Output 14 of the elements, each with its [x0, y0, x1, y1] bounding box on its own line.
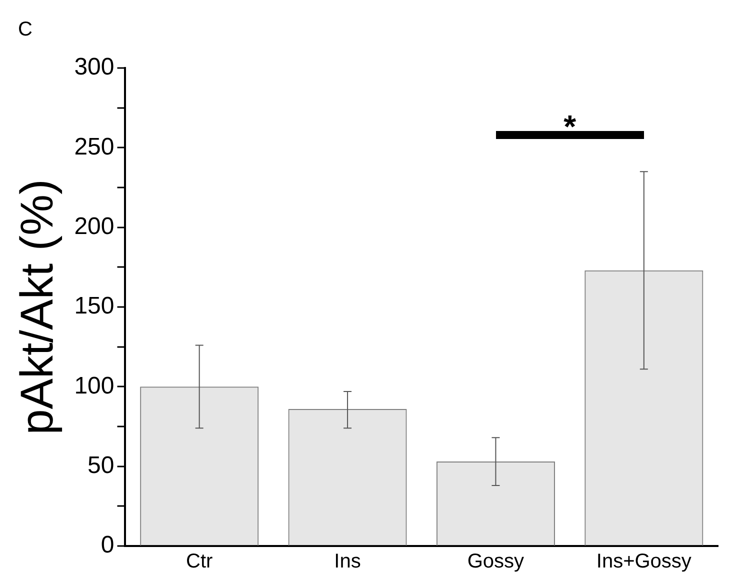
- text: C: [18, 18, 32, 41]
- y-axis-title: pAkt/Akt (%): [10, 179, 62, 435]
- x-tick-label: Ctr: [186, 550, 213, 573]
- y-tick-label: 150: [74, 292, 114, 320]
- y-tick-label: 300: [74, 54, 114, 81]
- y-tick-label: 200: [74, 212, 114, 240]
- y-tick-label: 50: [88, 452, 114, 479]
- x-tick-label: Ins+Gossy: [596, 550, 692, 573]
- y-tick-label: 250: [74, 133, 114, 160]
- y-tick-label: 0: [100, 532, 114, 559]
- annotation: *: [564, 108, 577, 145]
- x-tick-label: Gossy: [467, 550, 524, 573]
- x-tick-label: Ins: [334, 550, 361, 573]
- y-tick-label: 100: [74, 372, 114, 400]
